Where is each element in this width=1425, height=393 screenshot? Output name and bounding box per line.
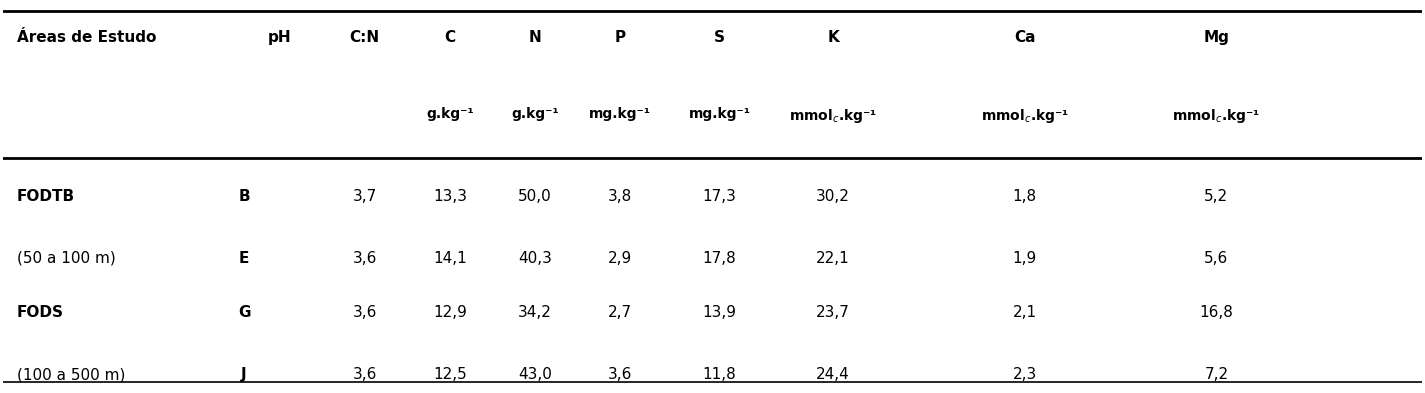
Text: FODTB: FODTB [17, 189, 76, 204]
Text: 40,3: 40,3 [519, 251, 551, 266]
Text: 43,0: 43,0 [519, 367, 551, 382]
Text: 13,9: 13,9 [703, 305, 737, 320]
Text: FODS: FODS [17, 305, 64, 320]
Text: 2,7: 2,7 [608, 305, 633, 320]
Text: 50,0: 50,0 [519, 189, 551, 204]
Text: mg.kg⁻¹: mg.kg⁻¹ [589, 107, 651, 121]
Text: 2,3: 2,3 [1013, 367, 1037, 382]
Text: 3,6: 3,6 [352, 251, 378, 266]
Text: 5,6: 5,6 [1204, 251, 1228, 266]
Text: 17,8: 17,8 [703, 251, 737, 266]
Text: mg.kg⁻¹: mg.kg⁻¹ [688, 107, 751, 121]
Text: 34,2: 34,2 [519, 305, 551, 320]
Text: g.kg⁻¹: g.kg⁻¹ [512, 107, 559, 121]
Text: S: S [714, 30, 725, 45]
Text: 30,2: 30,2 [817, 189, 851, 204]
Text: B: B [238, 189, 249, 204]
Text: 7,2: 7,2 [1204, 367, 1228, 382]
Text: Mg: Mg [1204, 30, 1230, 45]
Text: pH: pH [268, 30, 291, 45]
Text: mmol$_c$.kg⁻¹: mmol$_c$.kg⁻¹ [789, 107, 878, 125]
Text: 3,8: 3,8 [608, 189, 633, 204]
Text: 2,1: 2,1 [1013, 305, 1037, 320]
Text: (100 a 500 m): (100 a 500 m) [17, 367, 125, 382]
Text: 14,1: 14,1 [433, 251, 467, 266]
Text: G: G [238, 305, 251, 320]
Text: 3,7: 3,7 [352, 189, 376, 204]
Text: N: N [529, 30, 542, 45]
Text: 13,3: 13,3 [433, 189, 467, 204]
Text: (50 a 100 m): (50 a 100 m) [17, 251, 115, 266]
Text: 17,3: 17,3 [703, 189, 737, 204]
Text: 12,5: 12,5 [433, 367, 467, 382]
Text: 3,6: 3,6 [352, 305, 378, 320]
Text: C:N: C:N [349, 30, 380, 45]
Text: g.kg⁻¹: g.kg⁻¹ [426, 107, 473, 121]
Text: 16,8: 16,8 [1200, 305, 1234, 320]
Text: P: P [614, 30, 626, 45]
Text: mmol$_c$.kg⁻¹: mmol$_c$.kg⁻¹ [980, 107, 1069, 125]
Text: J: J [241, 367, 247, 382]
Text: Ca: Ca [1015, 30, 1036, 45]
Text: 5,2: 5,2 [1204, 189, 1228, 204]
Text: 12,9: 12,9 [433, 305, 467, 320]
Text: 22,1: 22,1 [817, 251, 851, 266]
Text: E: E [239, 251, 249, 266]
Text: 11,8: 11,8 [703, 367, 737, 382]
Text: 3,6: 3,6 [352, 367, 378, 382]
Text: 24,4: 24,4 [817, 367, 851, 382]
Text: Áreas de Estudo: Áreas de Estudo [17, 30, 157, 45]
Text: 23,7: 23,7 [817, 305, 851, 320]
Text: 2,9: 2,9 [608, 251, 633, 266]
Text: 3,6: 3,6 [608, 367, 633, 382]
Text: 1,9: 1,9 [1013, 251, 1037, 266]
Text: K: K [828, 30, 839, 45]
Text: mmol$_c$.kg⁻¹: mmol$_c$.kg⁻¹ [1173, 107, 1261, 125]
Text: 1,8: 1,8 [1013, 189, 1037, 204]
Text: C: C [445, 30, 456, 45]
